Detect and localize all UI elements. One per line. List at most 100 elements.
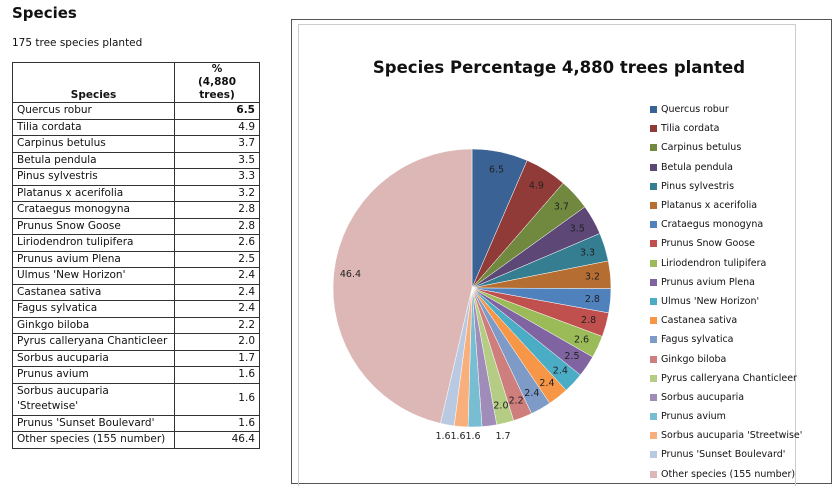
legend-item: Pyrus calleryana Chanticleer [650,369,802,388]
chart-title: Species Percentage 4,880 trees planted [372,58,746,77]
species-percent: 3.5 [174,151,260,169]
table-row: Crataegus monogyna 2.8 [12,201,260,219]
legend-swatch [650,240,657,248]
legend-item: Liriodendron tulipifera [650,254,802,273]
legend-swatch [650,470,657,478]
chart-plot-area [298,24,796,486]
legend-swatch [650,106,657,114]
legend-swatch [650,432,657,440]
species-percent: 2.8 [174,201,260,219]
table-row: Tilia cordata 4.9 [12,118,260,136]
legend-label: Prunus avium [661,411,726,423]
legend-label: Prunus avium Plena [661,276,755,288]
legend-label: Tilia cordata [661,123,720,135]
species-table: Species % (4,880 trees) Quercus robur 6.5 T… [12,62,260,449]
legend-item: Quercus robur [650,100,802,119]
data-label: 4.9 [529,181,544,192]
legend-swatch [650,163,657,171]
legend-label: Ulmus 'New Horizon' [661,295,760,307]
legend-swatch [650,278,657,286]
legend-swatch [650,259,657,267]
legend-item: Carpinus betulus [650,138,802,157]
page-title: Species [12,4,77,22]
legend-label: Prunus 'Sunset Boulevard' [661,449,786,461]
species-name: Prunus avium [12,366,175,384]
legend-item: Betula pendula [650,158,802,177]
data-label: 2.5 [564,351,579,362]
table-row: Ginkgo biloba 2.2 [12,316,260,334]
species-name: Crataegus monogyna [12,201,175,219]
data-label: 1.6 [435,431,450,442]
legend-swatch [650,413,657,421]
data-label: 2.0 [493,400,508,411]
header-percent-symbol: % [211,63,223,75]
legend-swatch [650,297,657,305]
table-row: Other species (155 number) 46.4 [12,431,260,449]
legend-swatch [650,182,657,190]
legend-item: Crataegus monogyna [650,215,802,234]
table-row: Ulmus 'New Horizon' 2.4 [12,267,260,285]
pie-slice [332,148,473,424]
legend-label: Platanus x acerifolia [661,200,758,212]
legend-label: Betula pendula [661,161,733,173]
legend-swatch [650,202,657,210]
table-row: Carpinus betulus 3.7 [12,135,260,153]
legend-swatch [650,374,657,382]
chart-legend: Quercus robur Tilia cordata Carpinus betul… [650,100,802,484]
header-species: Species [12,62,175,103]
legend-label: Castanea sativa [661,315,738,327]
legend-item: Other species (155 number) [650,465,802,484]
legend-label: Prunus Snow Goose [661,238,755,250]
data-label: 2.4 [539,378,554,389]
species-name: Other species (155 number) [12,431,175,449]
species-name: Ulmus 'New Horizon' [12,267,175,285]
data-label: 3.2 [585,271,600,282]
legend-swatch [650,317,657,325]
species-percent: 1.6 [174,382,260,416]
legend-item: Platanus x acerifolia [650,196,802,215]
legend-item: Castanea sativa [650,311,802,330]
data-label: 2.8 [581,315,596,326]
table-row: Prunus avium 1.6 [12,366,260,384]
legend-label: Carpinus betulus [661,142,742,154]
legend-swatch [650,393,657,401]
legend-item: Prunus 'Sunset Boulevard' [650,445,802,464]
legend-item: Tilia cordata [650,119,802,138]
data-label: 1.7 [495,431,510,442]
legend-item: Sorbus aucuparia [650,388,802,407]
legend-item: Prunus avium Plena [650,273,802,292]
legend-swatch [650,355,657,363]
data-label: 3.7 [554,202,569,213]
species-name: Fagus sylvatica [12,300,175,318]
data-label: 3.3 [580,247,595,258]
legend-item: Ginkgo biloba [650,349,802,368]
data-label: 2.4 [553,366,568,377]
legend-label: Ginkgo biloba [661,353,727,365]
species-name: Sorbus aucuparia 'Streetwise' [12,382,175,416]
data-label: 46.4 [340,269,361,280]
table-row: Prunus avium Plena 2.5 [12,250,260,268]
legend-item: Fagus sylvatica [650,330,802,349]
page-subtitle: 175 tree species planted [12,37,143,49]
table-row: Castanea sativa 2.4 [12,283,260,301]
legend-label: Fagus sylvatica [661,334,734,346]
header-percent: % (4,880 trees) [174,62,260,103]
table-row: Sorbus aucuparia 'Streetwise' 1.6 [12,382,260,416]
legend-label: Sorbus aucuparia 'Streetwise' [661,430,803,442]
table-row: Pyrus calleryana Chanticleer 2.0 [12,333,260,351]
data-label: 2.6 [574,334,589,345]
data-label: 2.4 [524,388,539,399]
data-label: 3.5 [570,224,585,235]
legend-item: Prunus avium [650,407,802,426]
legend-item: Prunus Snow Goose [650,234,802,253]
data-label: 2.8 [585,294,600,305]
species-name: Ginkgo biloba [12,316,175,334]
legend-label: Pyrus calleryana Chanticleer [661,372,797,384]
data-label: 2.2 [509,396,524,407]
chart-frame [291,19,832,484]
legend-item: Sorbus aucuparia 'Streetwise' [650,426,802,445]
legend-swatch [650,336,657,344]
legend-item: Ulmus 'New Horizon' [650,292,802,311]
legend-swatch [650,221,657,229]
legend-label: Liriodendron tulipifera [661,257,767,269]
